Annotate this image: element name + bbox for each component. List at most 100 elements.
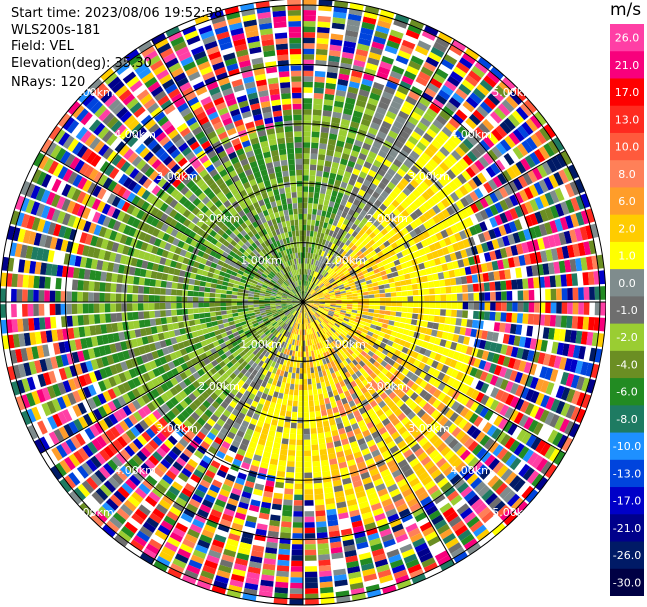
ppi-cell	[418, 224, 427, 233]
ppi-cell	[314, 313, 320, 318]
ppi-cell	[448, 180, 459, 191]
ppi-cell	[276, 398, 283, 405]
ppi-cell	[330, 304, 336, 307]
ppi-cell	[353, 427, 362, 436]
ppi-cell	[312, 294, 318, 298]
ppi-cell	[428, 449, 440, 460]
ppi-cell	[330, 306, 336, 309]
ppi-cell	[392, 95, 405, 105]
ppi-cell	[581, 377, 591, 392]
ppi-cell	[438, 239, 447, 248]
ppi-cell	[304, 467, 312, 473]
ppi-cell	[38, 276, 46, 289]
ppi-cell	[360, 281, 367, 286]
ppi-cell	[310, 422, 317, 429]
ppi-cell	[231, 291, 238, 296]
ppi-cell	[440, 309, 446, 316]
ppi-cell	[437, 372, 446, 381]
ppi-cell	[220, 289, 227, 294]
ppi-cell	[226, 313, 233, 318]
ppi-cell	[398, 339, 406, 347]
ppi-cell	[439, 339, 447, 347]
ppi-cell	[341, 277, 347, 282]
ppi-cell	[198, 291, 205, 297]
ppi-cell	[397, 50, 411, 60]
ppi-cell	[375, 483, 386, 492]
ppi-cell	[335, 278, 341, 283]
ppi-cell	[343, 206, 350, 214]
ppi-cell	[143, 286, 150, 294]
ppi-cell	[336, 451, 345, 458]
ppi-cell	[376, 335, 384, 342]
ppi-cell	[446, 387, 456, 397]
ppi-cell	[327, 362, 333, 369]
ppi-cell	[318, 330, 323, 337]
ppi-cell	[549, 414, 560, 428]
ppi-cell	[394, 498, 406, 508]
ppi-cell	[376, 216, 385, 224]
ppi-cell	[516, 143, 529, 157]
ppi-cell	[381, 449, 392, 459]
ppi-cell	[318, 4, 332, 12]
ppi-cell	[127, 275, 135, 285]
ppi-cell	[431, 250, 439, 259]
ppi-cell	[381, 417, 391, 427]
ppi-cell	[319, 268, 324, 275]
ppi-cell	[359, 424, 368, 433]
ppi-cell	[514, 192, 524, 205]
ppi-cell	[509, 207, 519, 220]
ppi-cell	[343, 252, 350, 259]
ppi-cell	[507, 257, 515, 268]
ppi-cell	[304, 291, 307, 297]
ppi-cell	[381, 498, 393, 508]
ppi-cell	[388, 277, 395, 283]
ppi-cell	[400, 177, 409, 187]
ppi-cell	[418, 96, 431, 107]
ppi-cell	[395, 239, 403, 247]
ppi-cell	[110, 313, 117, 323]
ppi-cell	[380, 9, 395, 19]
ppi-cell	[16, 274, 24, 288]
ppi-cell	[369, 444, 378, 453]
ppi-cell	[457, 529, 472, 542]
ppi-cell	[384, 186, 393, 195]
ppi-cell	[326, 408, 333, 415]
ppi-cell	[450, 369, 459, 379]
ppi-cell	[434, 287, 441, 295]
ppi-cell	[289, 361, 294, 368]
ppi-cell	[448, 117, 461, 129]
ppi-cell	[376, 262, 384, 268]
ppi-cell	[365, 220, 373, 228]
ppi-cell	[529, 213, 539, 226]
ppi-cell	[441, 395, 451, 405]
ppi-cell	[508, 334, 516, 346]
ppi-cell	[410, 111, 422, 121]
ppi-cell	[368, 537, 382, 547]
ppi-cell	[330, 327, 336, 333]
ppi-cell	[323, 199, 330, 206]
ppi-cell	[247, 302, 254, 305]
ppi-cell	[504, 437, 516, 450]
ppi-cell	[398, 110, 410, 120]
ppi-cell	[323, 257, 328, 264]
ppi-cell	[580, 193, 591, 208]
ppi-cell	[368, 327, 375, 333]
ppi-cell	[305, 312, 309, 318]
ppi-cell	[401, 249, 409, 257]
ppi-cell	[311, 322, 315, 328]
ppi-cell	[303, 15, 316, 22]
ppi-cell	[308, 192, 314, 198]
ppi-cell	[354, 139, 363, 148]
ppi-cell	[160, 288, 166, 295]
ppi-cell	[397, 373, 406, 381]
ppi-cell	[363, 298, 370, 302]
ppi-cell	[525, 118, 538, 132]
ppi-cell	[414, 217, 423, 227]
ppi-cell	[570, 406, 581, 421]
ppi-cell	[313, 299, 320, 301]
ppi-cell	[386, 548, 400, 559]
ppi-cell	[389, 383, 398, 391]
ppi-cell	[305, 285, 308, 292]
ppi-cell	[347, 248, 354, 255]
ppi-cell	[127, 321, 135, 330]
